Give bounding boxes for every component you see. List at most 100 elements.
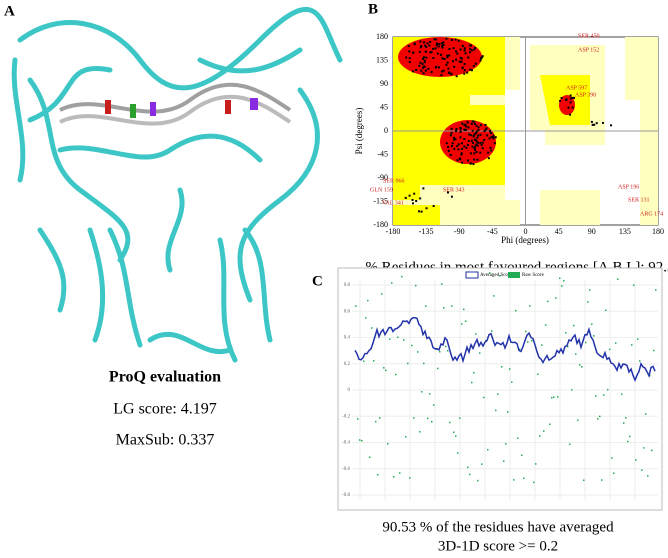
raw-score-dot <box>365 317 367 319</box>
raw-score-dot <box>451 305 453 307</box>
raw-score-dot <box>549 423 551 426</box>
raw-score-dot <box>553 396 555 398</box>
raw-score-dot <box>531 339 533 342</box>
residue-dot <box>422 41 425 44</box>
raw-score-dot <box>601 479 603 481</box>
residue-dot <box>475 143 478 146</box>
residue-dot <box>565 98 568 101</box>
raw-score-dot <box>647 475 649 477</box>
raw-score-dot <box>381 293 383 295</box>
residue-dot <box>408 50 411 53</box>
residue-dot <box>477 129 480 132</box>
raw-score-dot <box>487 448 489 451</box>
x-tick-label: 0 <box>524 227 528 236</box>
residue-dot <box>451 142 454 145</box>
raw-score-dot <box>391 282 393 284</box>
raw-score-dot <box>515 309 517 312</box>
raw-score-dot <box>633 284 635 286</box>
raw-score-dot <box>621 393 623 395</box>
residue-dot <box>484 128 487 131</box>
raw-score-dot <box>545 324 547 326</box>
raw-score-dot <box>631 344 633 346</box>
residue-dot <box>481 55 484 58</box>
residue-dot <box>425 45 428 48</box>
residue-dot <box>442 44 445 47</box>
residue-dot <box>418 210 421 213</box>
residue-dot <box>450 195 453 198</box>
raw-score-dot <box>507 411 509 413</box>
raw-score-dot <box>393 475 395 478</box>
raw-score-dot <box>573 324 575 327</box>
residue-dot <box>432 204 435 207</box>
residue-dot <box>479 151 482 154</box>
raw-score-dot <box>437 367 439 370</box>
raw-score-dot <box>467 466 469 469</box>
residue-dot <box>474 139 477 142</box>
residue-dot <box>559 99 562 102</box>
residue-dot <box>474 132 477 135</box>
residue-dot <box>560 97 563 100</box>
proq-title: ProQ evaluation <box>109 369 221 386</box>
legend-entry: Averaged Score <box>480 273 512 278</box>
residue-label: GLN 159 <box>370 187 393 193</box>
residue-dot <box>450 72 453 75</box>
residue-dot <box>569 101 572 104</box>
y-tick-label: 45 <box>380 102 388 111</box>
raw-score-dot <box>635 459 637 461</box>
residue-dot <box>448 54 451 57</box>
raw-score-dot <box>477 479 479 482</box>
residue-dot <box>470 134 473 137</box>
raw-score-dot <box>401 275 403 278</box>
residue-dot <box>473 123 476 126</box>
residue-dot <box>461 44 464 47</box>
raw-score-dot <box>605 309 607 312</box>
raw-score-dot <box>537 373 539 376</box>
residue-dot <box>449 134 452 137</box>
y-axis-label: Psi (degrees) <box>354 108 364 155</box>
residue-dot <box>461 147 464 150</box>
raw-score-dot <box>473 371 475 374</box>
raw-score-dot <box>421 391 423 393</box>
residue-dot <box>419 61 422 64</box>
raw-score-dot <box>539 435 541 437</box>
residue-dot <box>472 65 475 68</box>
residue-dot <box>475 130 478 133</box>
raw-score-dot <box>505 443 507 445</box>
residue-dot <box>446 191 449 194</box>
residue-dot <box>487 157 490 160</box>
y-tick-label: 180 <box>376 32 388 41</box>
residue-dot <box>424 44 427 47</box>
caption: 3D-1D score >= 0.2 <box>438 538 558 554</box>
raw-score-dot <box>489 272 491 274</box>
raw-score-dot <box>383 367 385 369</box>
raw-score-dot <box>425 305 427 307</box>
residue-dot <box>469 152 472 155</box>
residue-dot <box>488 137 491 140</box>
residue-dot <box>572 96 575 99</box>
residue-dot <box>475 124 478 127</box>
raw-score-dot <box>585 341 587 344</box>
raw-score-dot <box>363 360 365 362</box>
residue-dot <box>467 126 470 129</box>
raw-score-dot <box>637 338 639 340</box>
residue-dot <box>452 60 455 63</box>
raw-score-dot <box>599 415 601 418</box>
raw-score-dot <box>563 280 565 282</box>
residue-dot <box>610 124 613 127</box>
residue-dot <box>432 57 435 60</box>
raw-score-dot <box>493 295 495 297</box>
raw-score-dot <box>629 435 631 438</box>
residue-dot <box>456 145 459 148</box>
raw-score-dot <box>415 284 417 287</box>
legend-swatch <box>465 271 479 279</box>
residue-dot <box>593 123 596 126</box>
residue-dot <box>445 142 448 145</box>
residue-dot <box>493 142 496 145</box>
residue-dot <box>473 48 476 51</box>
raw-score-dot <box>403 339 405 341</box>
residue-dot <box>483 130 486 133</box>
residue-dot <box>490 136 493 139</box>
residue-dot <box>477 126 480 129</box>
residue-dot <box>466 71 469 74</box>
residue-dot <box>469 48 472 51</box>
